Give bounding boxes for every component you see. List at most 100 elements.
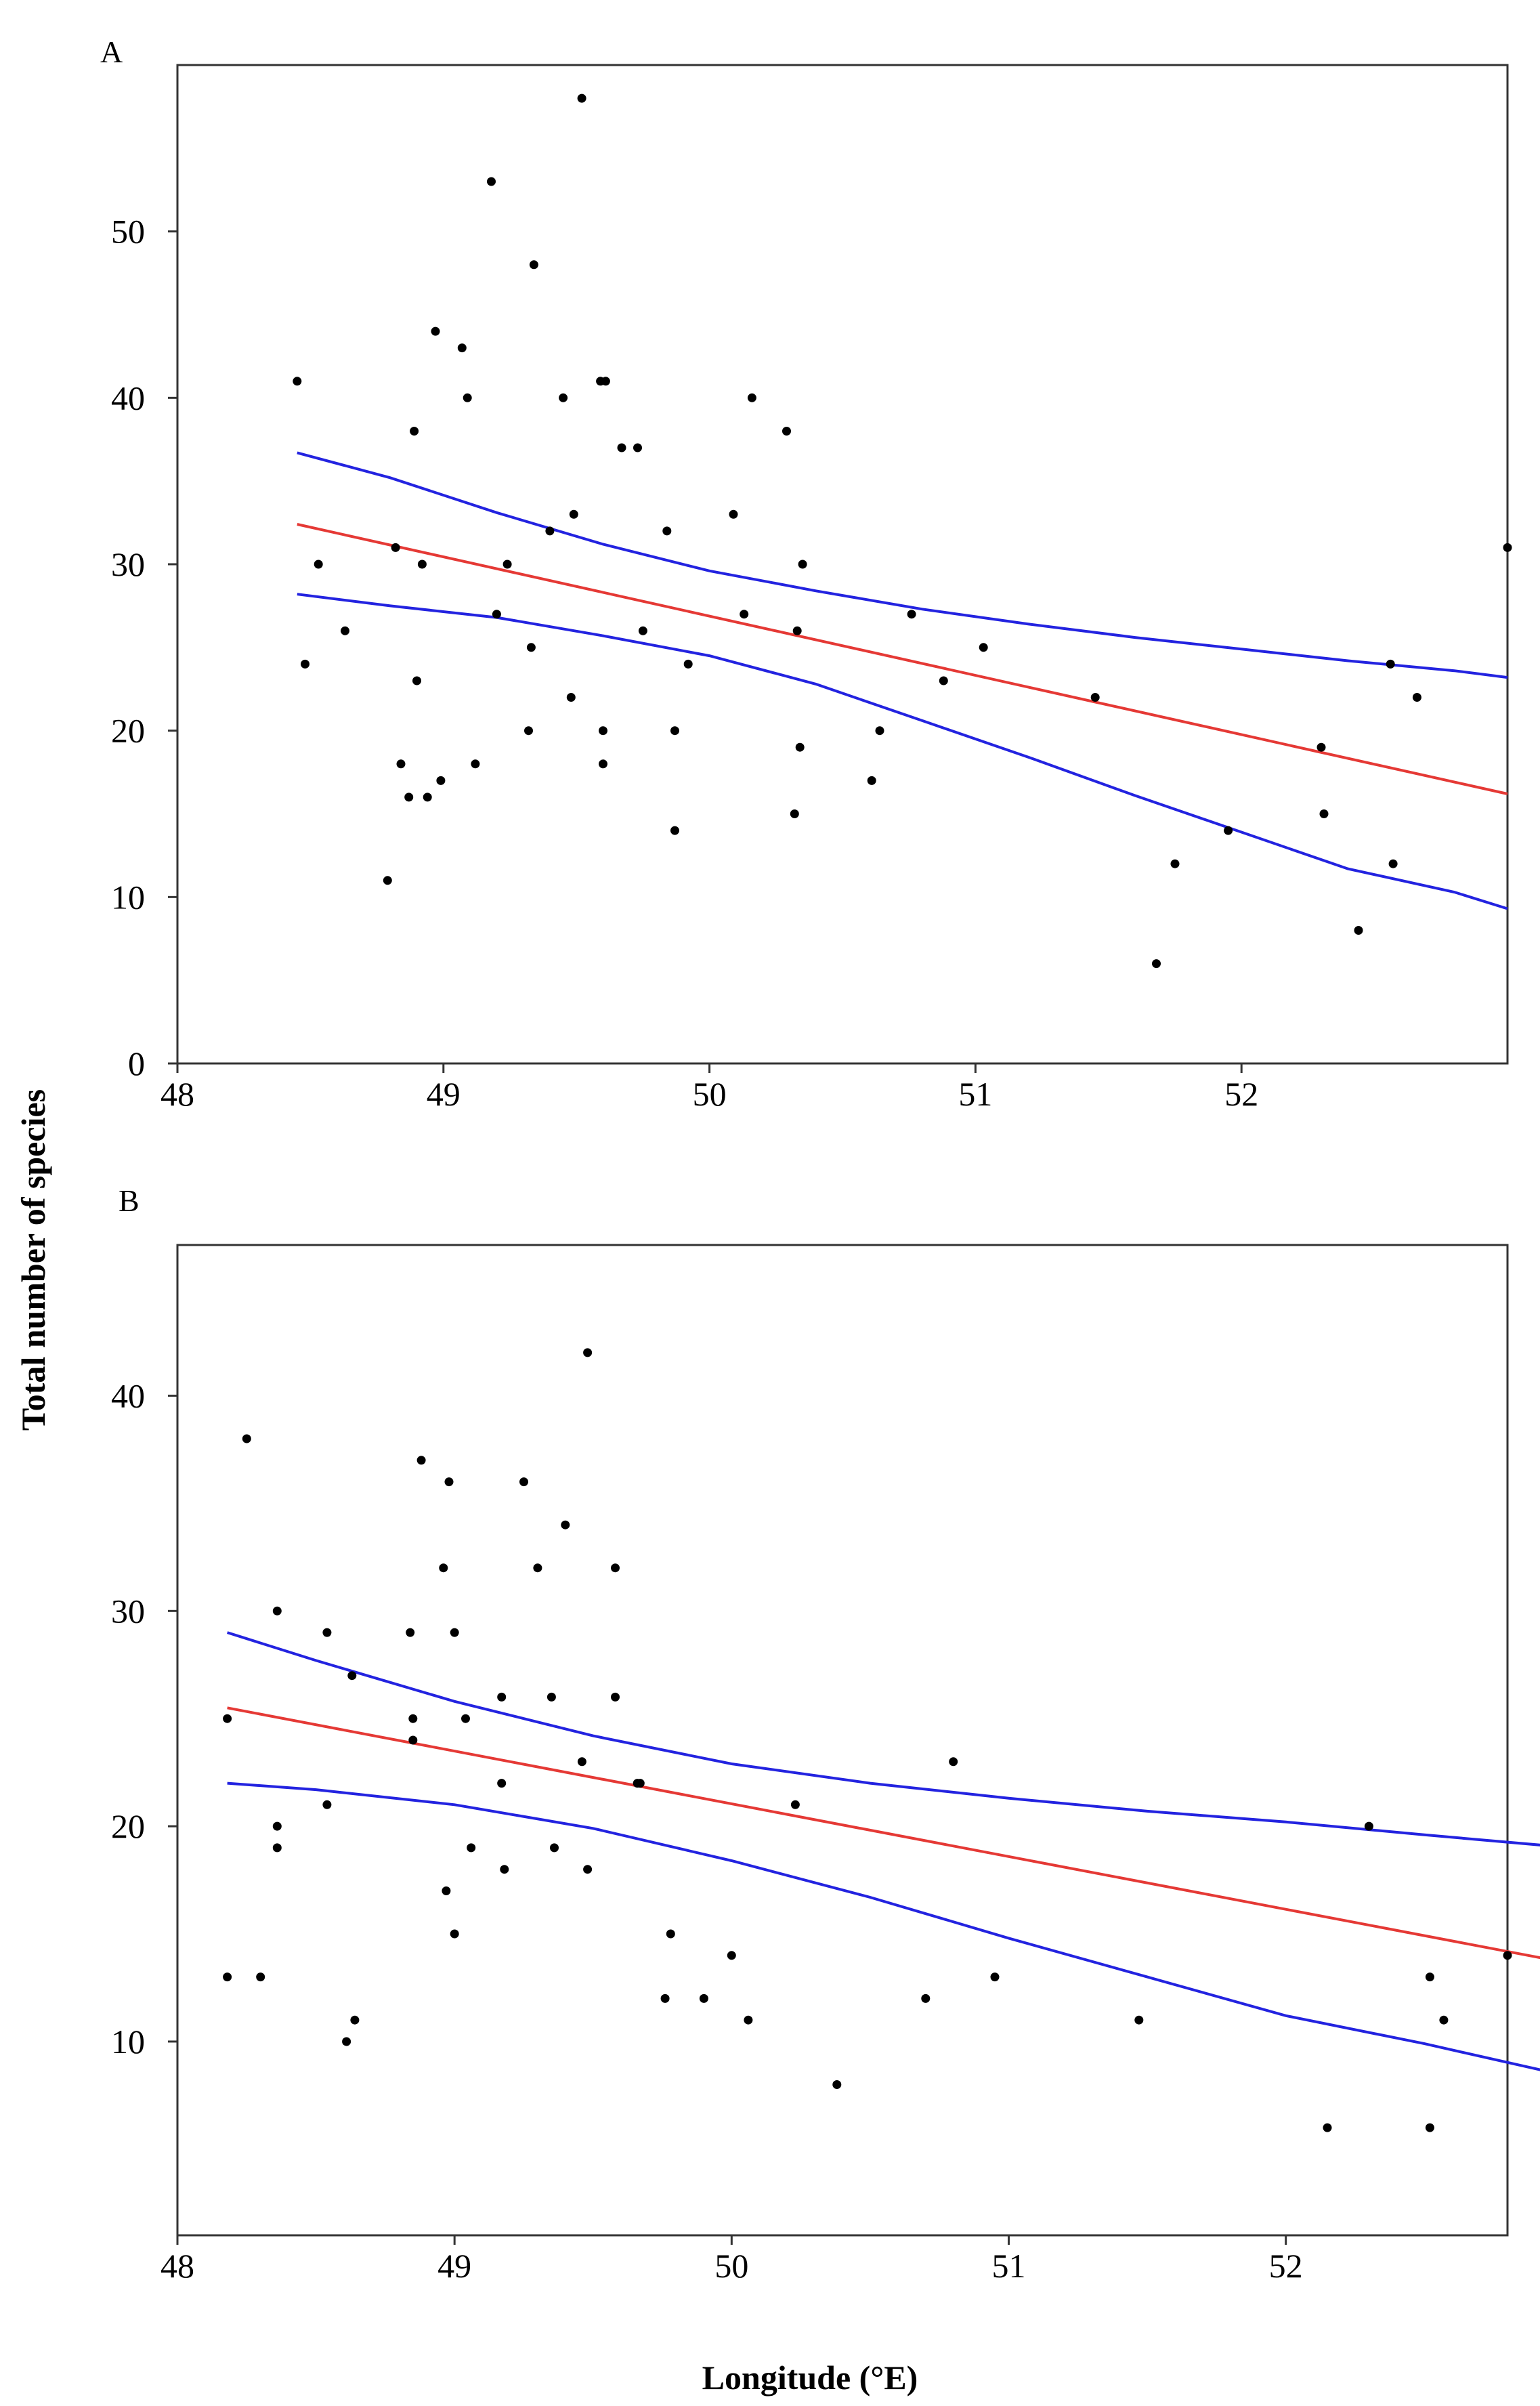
panel-a-data-point [638,626,647,635]
panel-b-data-point [242,1434,251,1443]
panel-b-data-point [497,1692,507,1702]
panel-a-data-point [471,759,480,769]
panel-a-data-point [1317,742,1326,752]
panel-b-x-tick-label: 49 [437,2247,471,2285]
panel-a-data-point [524,726,533,736]
panel-a-data-point [1224,826,1233,835]
panel-b-data-point [519,1477,528,1487]
panel-b-data-point [583,1865,593,1874]
panel-b-y-tick-label: 20 [111,1807,145,1845]
panel-a-data-point [683,659,693,669]
panel-b-data-point [408,1735,418,1745]
panel-a-data-point [798,560,807,569]
panel-a-data-point [599,759,607,769]
panel-b-data-point [256,1972,265,1982]
panel-b-data-point [550,1843,559,1853]
panel-a-data-point [436,776,446,785]
panel-a-data-point [383,876,392,885]
panel-b-data-point [1425,2123,1434,2132]
panel-b-data-point [832,2080,842,2089]
panel-a-data-point [569,509,578,519]
panel-b-data-point [1323,2123,1332,2132]
panel-b-data-point [416,1456,426,1465]
panel-b-line-fit [227,1706,1540,1960]
panel-b-data-point [500,1865,509,1874]
panel-a-data-point [423,793,432,802]
panel-a-line-fit [297,523,1508,795]
panel-a-x-tick-label: 50 [693,1075,727,1113]
panel-b-data-point [408,1714,418,1723]
panel-b-data-point [461,1714,470,1723]
panel-a-data-point [875,726,884,736]
panel-b-data-point [347,1671,357,1681]
panel-b-data-point [1134,2015,1144,2025]
panel-a-data-point [979,643,988,652]
panel-b-data-point [744,2015,753,2025]
y-axis-title: Total number of species [14,1089,52,1431]
panel-b-data-point [1439,2015,1449,2025]
panel-b-data-point [561,1520,570,1529]
panel-b-data-point [611,1563,620,1573]
panel-a-line-upper-95 [297,451,1508,679]
panel-a-data-point [1319,809,1329,818]
panel-a-data-point [529,260,538,270]
panel-a-data-point [867,776,876,785]
panel-b-data-point [350,2015,360,2025]
panel-b-data-point [450,1929,459,1939]
panel-b-x-tick-label: 48 [161,2247,194,2285]
panel-b-data-point [442,1886,451,1895]
panel-a-y-tick-label: 40 [111,379,145,417]
panel-a-data-point [417,560,427,569]
panel-a-data-point [545,526,555,536]
panel-a-line-lower-95 [297,593,1508,910]
panel-b-data-point [342,2037,351,2046]
panel-a-data-point [740,610,749,619]
panel-a-data-point [747,393,756,402]
panel-b-data-point [547,1692,556,1702]
panel-a-data-point [907,610,916,619]
panel-b-label: B [119,1183,140,1218]
panel-a-data-point [670,726,679,736]
panel-a-data-point [396,759,406,769]
panel-b-data-point [660,1993,670,2003]
panel-a-data-point [633,443,642,452]
panel-b-data-point [322,1800,332,1809]
panel-b-data-point [406,1628,415,1637]
panel-a-data-point [502,560,512,569]
panel-a-data-point [293,377,302,386]
panel-a-data-point [1354,926,1363,935]
panel-a-data-point [492,610,501,619]
panel-a-data-point [487,177,496,186]
panel-a-x-tick-label: 48 [161,1075,194,1113]
panel-a-label: A [100,35,123,69]
panel-b-plot-frame [176,1244,1509,2237]
panel-b-x-tick-label: 50 [714,2247,748,2285]
panel-a-data-point [457,343,467,353]
panel-a-y-tick-label: 0 [128,1044,145,1082]
panel-a-data-point [463,393,472,402]
panel-a-data-point [431,326,440,336]
panel-b-line-upper-95 [226,1631,1540,1846]
panel-b-data-point [322,1628,332,1637]
panel-b-data-point [611,1692,620,1702]
panel-a-data-point [1388,859,1398,868]
panel-a-y-tick-label: 20 [111,712,145,750]
panel-b-line-lower-95 [227,1781,1540,2071]
panel-a-data-point [939,676,948,685]
panel-a-plot-frame [176,64,1509,1065]
panel-a-data-point [792,626,802,635]
panel-a-data-point [1386,659,1395,669]
panel-a-y-tick-label: 10 [111,878,145,916]
panel-b-data-point [533,1563,542,1573]
panel-a-data-point [729,509,738,519]
panel-a-data-point [782,427,791,436]
panel-a-data-point [566,693,576,702]
panel-a-data-point [662,526,672,536]
panel-b-data-point [1364,1821,1373,1831]
panel-a-data-point [601,377,610,386]
panel-b-y-tick-label: 30 [111,1592,145,1630]
panel-b-data-point [444,1477,454,1487]
panel-b-data-point [439,1563,448,1573]
panel-b-data-point [990,1972,1000,1982]
